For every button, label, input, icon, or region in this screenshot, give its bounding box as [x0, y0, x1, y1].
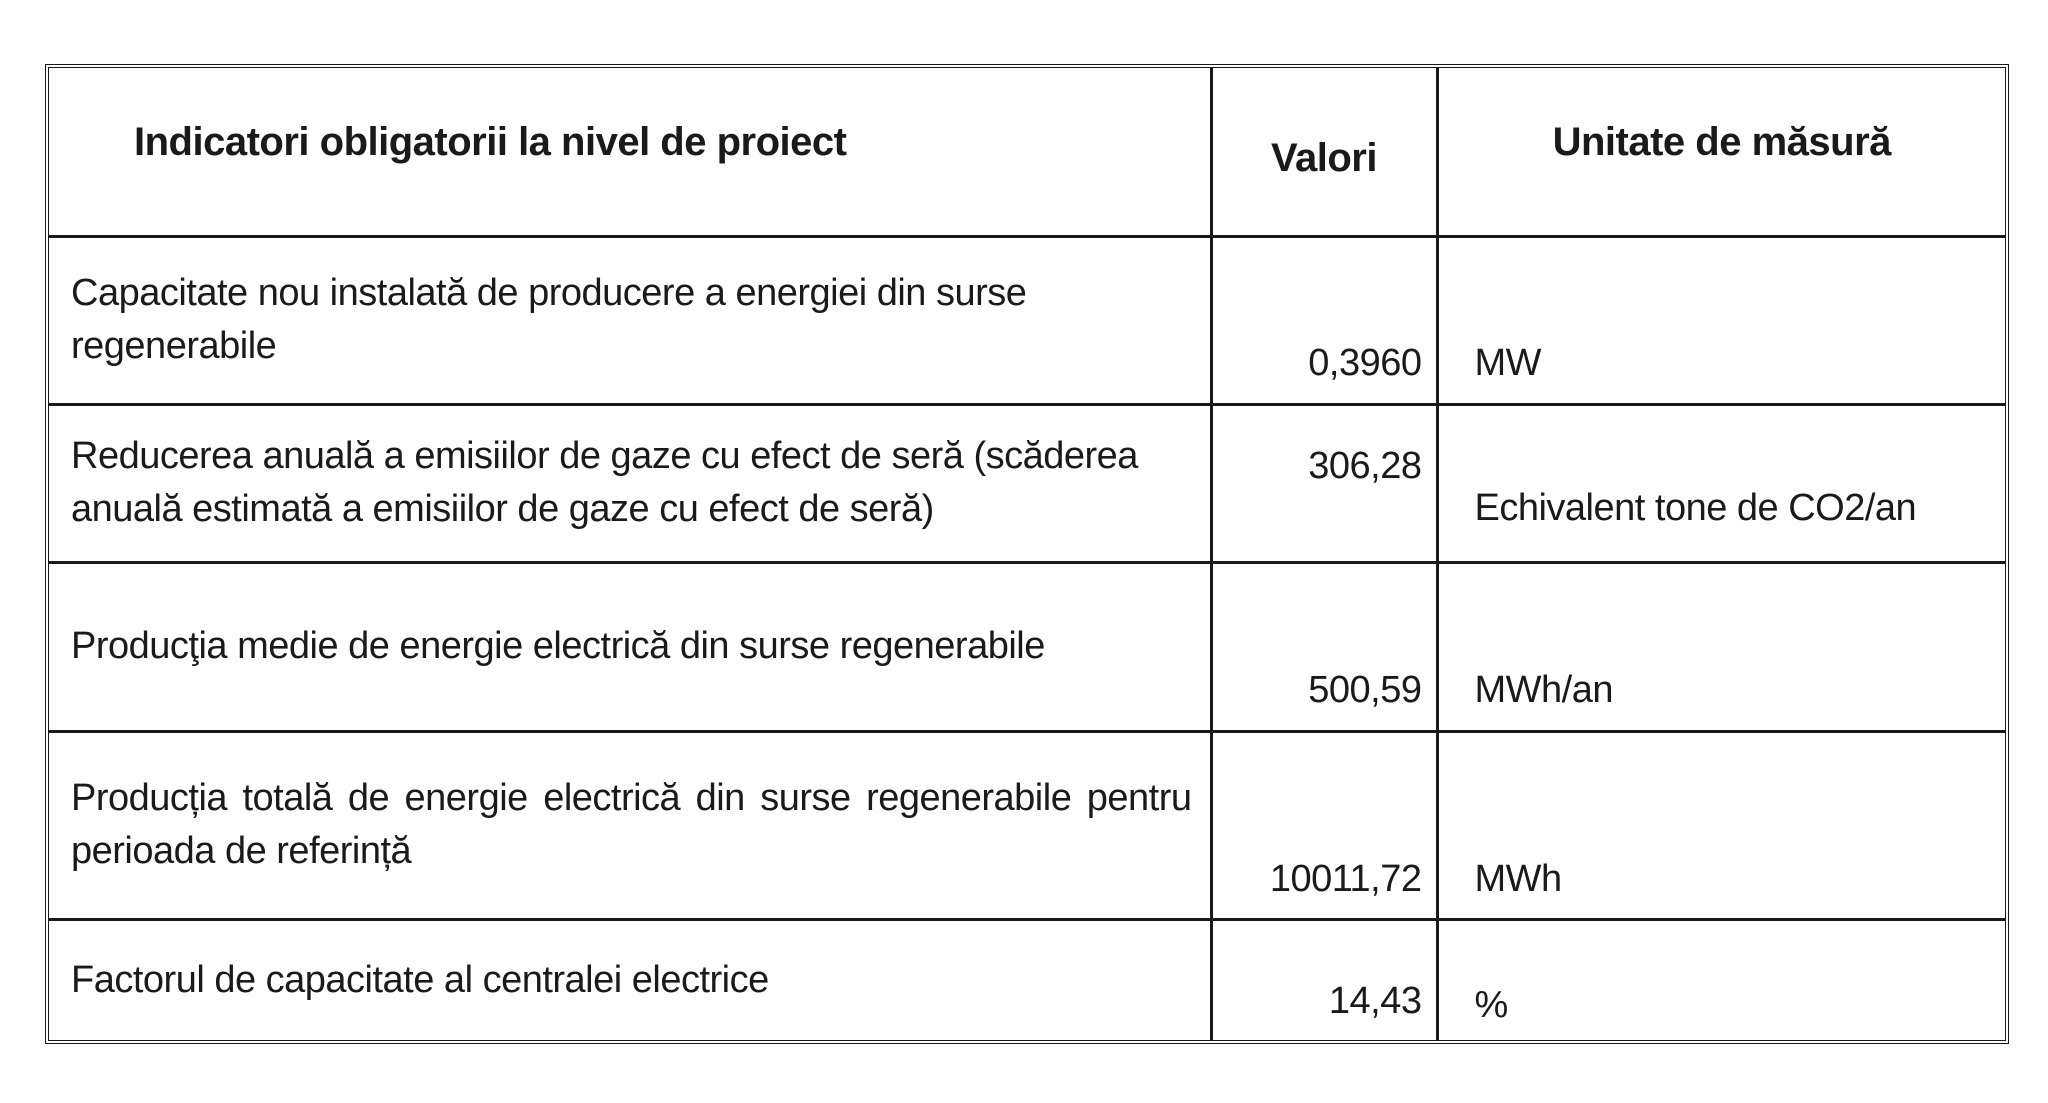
row-indicator: Reducerea anuală a emisiilor de gaze cu …	[49, 402, 1213, 565]
row-unit: Echivalent tone de CO2/an	[1435, 402, 2005, 565]
table-row: Producţia medie de energie electrică din…	[49, 561, 2005, 733]
row-value: 500,59	[1209, 561, 1439, 733]
row-indicator: Capacitate nou instalată de producere a …	[49, 235, 1213, 406]
table-row: Capacitate nou instalată de producere a …	[49, 235, 2005, 406]
row-unit: MWh/an	[1435, 561, 2005, 733]
row-value: 0,3960	[1209, 235, 1439, 406]
row-indicator: Producţia medie de energie electrică din…	[49, 561, 1213, 733]
indicators-table: Indicatori obligatorii la nivel de proie…	[49, 68, 2005, 1040]
table-row: Producția totală de energie electrică di…	[49, 729, 2005, 922]
row-unit: MWh	[1435, 729, 2005, 922]
table-header-row: Indicatori obligatorii la nivel de proie…	[49, 68, 2005, 239]
table-row: Factorul de capacitate al centralei elec…	[49, 918, 2005, 1040]
row-value: 10011,72	[1209, 729, 1439, 922]
table-row: Reducerea anuală a emisiilor de gaze cu …	[49, 402, 2005, 565]
header-indicator: Indicatori obligatorii la nivel de proie…	[49, 68, 1213, 239]
row-indicator: Producția totală de energie electrică di…	[49, 729, 1213, 922]
header-unit: Unitate de măsură	[1435, 68, 2005, 239]
indicators-table-frame: Indicatori obligatorii la nivel de proie…	[45, 64, 2009, 1044]
row-unit: %	[1435, 918, 2005, 1040]
row-indicator: Factorul de capacitate al centralei elec…	[49, 918, 1213, 1040]
row-value: 14,43	[1209, 918, 1439, 1040]
row-value: 306,28	[1209, 402, 1439, 565]
row-unit: MW	[1435, 235, 2005, 406]
header-values: Valori	[1209, 68, 1439, 239]
